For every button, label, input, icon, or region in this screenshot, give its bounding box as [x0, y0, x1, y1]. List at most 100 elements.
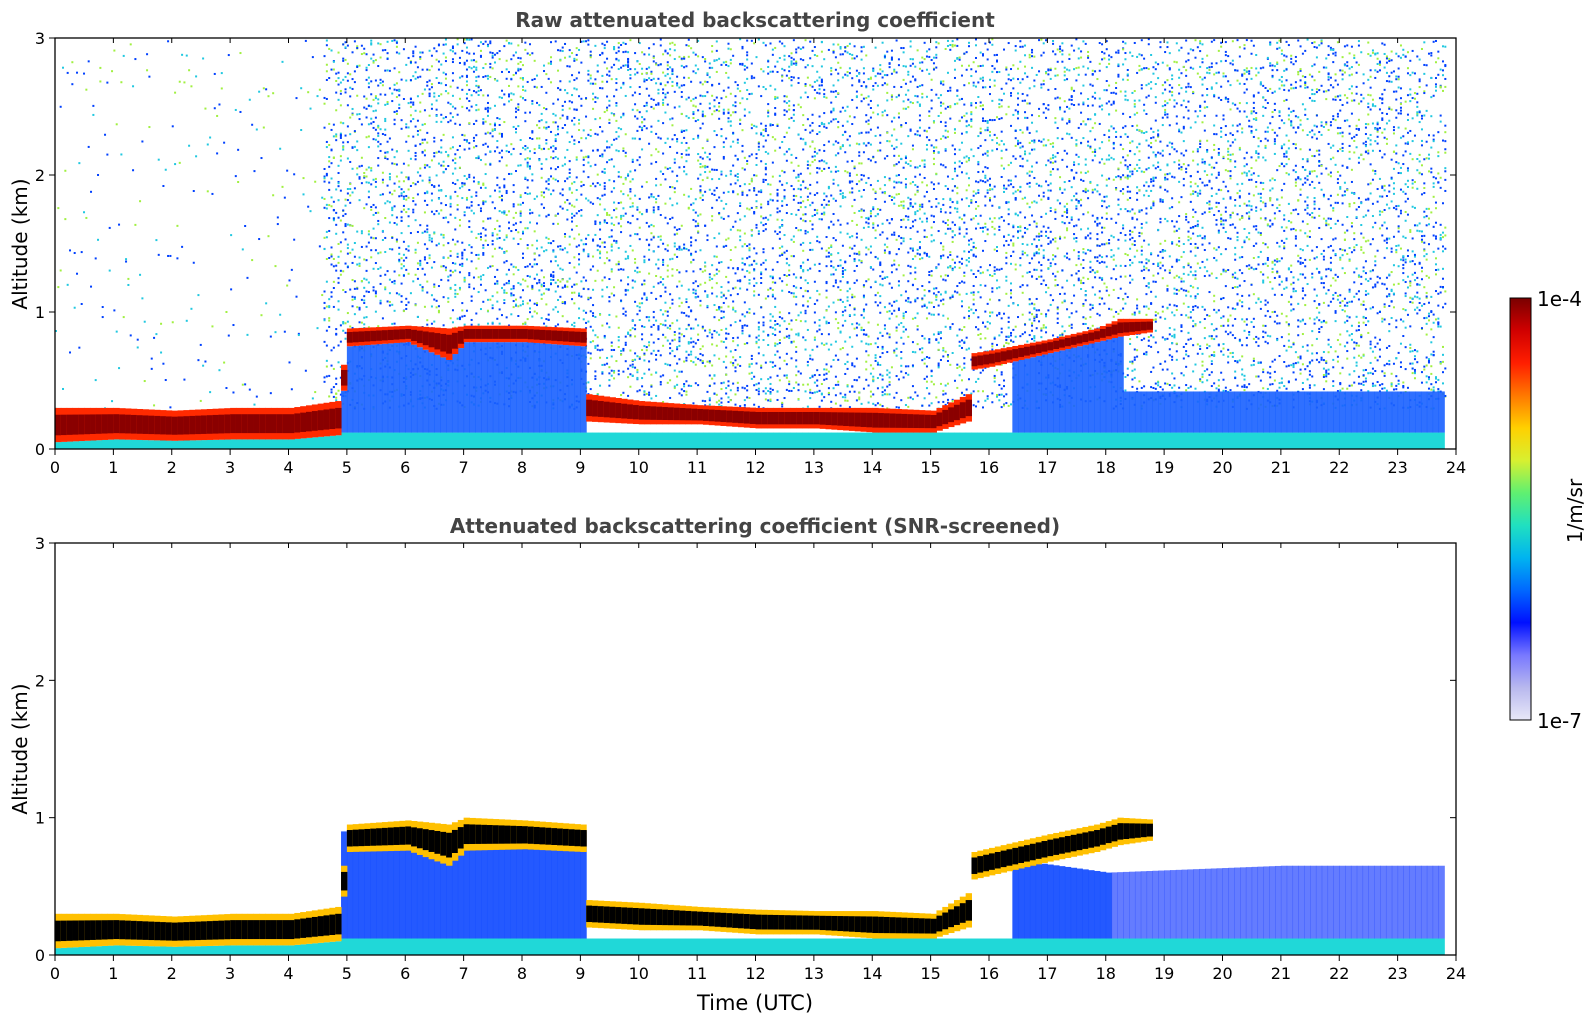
noise-pixel — [783, 197, 786, 200]
aerosol-cell — [1374, 432, 1381, 449]
noise-pixel — [652, 98, 655, 101]
noise-pixel — [531, 286, 534, 289]
noise-pixel — [458, 288, 461, 291]
noise-pixel — [795, 286, 798, 289]
noise-pixel — [503, 283, 506, 286]
noise-pixel — [479, 158, 482, 161]
noise-pixel — [666, 91, 669, 94]
noise-pixel — [648, 94, 651, 97]
noise-pixel — [692, 218, 695, 221]
noise-pixel — [750, 39, 753, 42]
noise-pixel — [650, 97, 653, 100]
noise-pixel — [505, 260, 508, 263]
noise-pixel — [650, 105, 653, 108]
noise-pixel — [708, 76, 711, 79]
noise-pixel — [400, 219, 403, 222]
noise-pixel — [398, 260, 401, 263]
noise-pixel — [683, 76, 686, 79]
noise-pixel — [718, 213, 721, 216]
noise-pixel — [781, 219, 784, 222]
noise-pixel — [202, 57, 205, 60]
noise-pixel — [767, 72, 770, 75]
noise-pixel — [678, 105, 681, 108]
aerosol-cell — [95, 440, 103, 449]
noise-pixel — [470, 230, 473, 233]
noise-pixel — [538, 158, 541, 161]
noise-pixel — [190, 307, 193, 310]
noise-pixel — [486, 101, 489, 104]
aerosol-cell — [965, 432, 972, 449]
noise-pixel — [680, 224, 683, 227]
noise-pixel — [479, 55, 482, 58]
noise-pixel — [711, 343, 714, 346]
noise-pixel — [722, 61, 725, 64]
noise-pixel — [627, 69, 630, 72]
noise-pixel — [774, 364, 777, 367]
noise-pixel — [458, 156, 461, 159]
noise-pixel — [479, 238, 482, 241]
noise-pixel — [711, 50, 714, 53]
noise-pixel — [578, 118, 581, 121]
noise-pixel — [545, 139, 548, 142]
noise-pixel — [477, 94, 480, 97]
noise-pixel — [790, 56, 793, 59]
noise-pixel — [650, 195, 653, 198]
noise-pixel — [767, 378, 770, 381]
noise-pixel — [701, 115, 704, 118]
noise-pixel — [748, 111, 751, 114]
noise-pixel — [578, 48, 581, 51]
noise-pixel — [580, 295, 583, 298]
noise-pixel — [426, 203, 429, 206]
noise-pixel — [748, 365, 751, 368]
noise-pixel — [440, 202, 443, 205]
noise-pixel — [624, 50, 627, 53]
noise-pixel — [694, 342, 697, 345]
noise-pixel — [706, 360, 709, 363]
noise-pixel — [706, 165, 709, 168]
noise-pixel — [531, 52, 534, 55]
noise-pixel — [339, 340, 342, 343]
noise-pixel — [596, 249, 599, 252]
noise-pixel — [678, 336, 681, 339]
noise-pixel — [701, 157, 704, 160]
aerosol-cell — [195, 440, 202, 449]
noise-pixel — [526, 285, 529, 288]
noise-pixel — [498, 132, 501, 135]
noise-pixel — [379, 282, 382, 285]
noise-pixel — [573, 139, 576, 142]
noise-pixel — [718, 357, 721, 360]
noise-pixel — [533, 78, 536, 81]
noise-pixel — [456, 86, 459, 89]
aerosol-cell — [1175, 432, 1183, 449]
noise-pixel — [631, 108, 634, 111]
noise-pixel — [512, 184, 515, 187]
noise-pixel — [769, 193, 772, 196]
noise-pixel — [652, 56, 655, 59]
noise-pixel — [778, 226, 781, 229]
noise-pixel — [442, 236, 445, 239]
noise-pixel — [482, 122, 485, 125]
noise-pixel — [764, 130, 767, 133]
noise-pixel — [76, 272, 79, 275]
noise-pixel — [785, 150, 788, 153]
noise-pixel — [575, 77, 578, 80]
noise-pixel — [557, 298, 560, 301]
noise-pixel — [365, 203, 368, 206]
noise-pixel — [589, 74, 592, 77]
noise-pixel — [398, 274, 401, 277]
noise-pixel — [363, 286, 366, 289]
noise-pixel — [802, 124, 805, 127]
noise-pixel — [795, 48, 798, 51]
noise-pixel — [727, 86, 730, 89]
noise-pixel — [325, 329, 328, 332]
noise-pixel — [795, 295, 798, 298]
noise-pixel — [650, 78, 653, 81]
noise-pixel — [493, 282, 496, 285]
noise-pixel — [643, 125, 646, 128]
noise-pixel — [694, 225, 697, 228]
noise-pixel — [678, 55, 681, 58]
noise-pixel — [500, 70, 503, 73]
noise-pixel — [461, 309, 464, 312]
noise-pixel — [622, 312, 625, 315]
noise-pixel — [258, 90, 261, 93]
